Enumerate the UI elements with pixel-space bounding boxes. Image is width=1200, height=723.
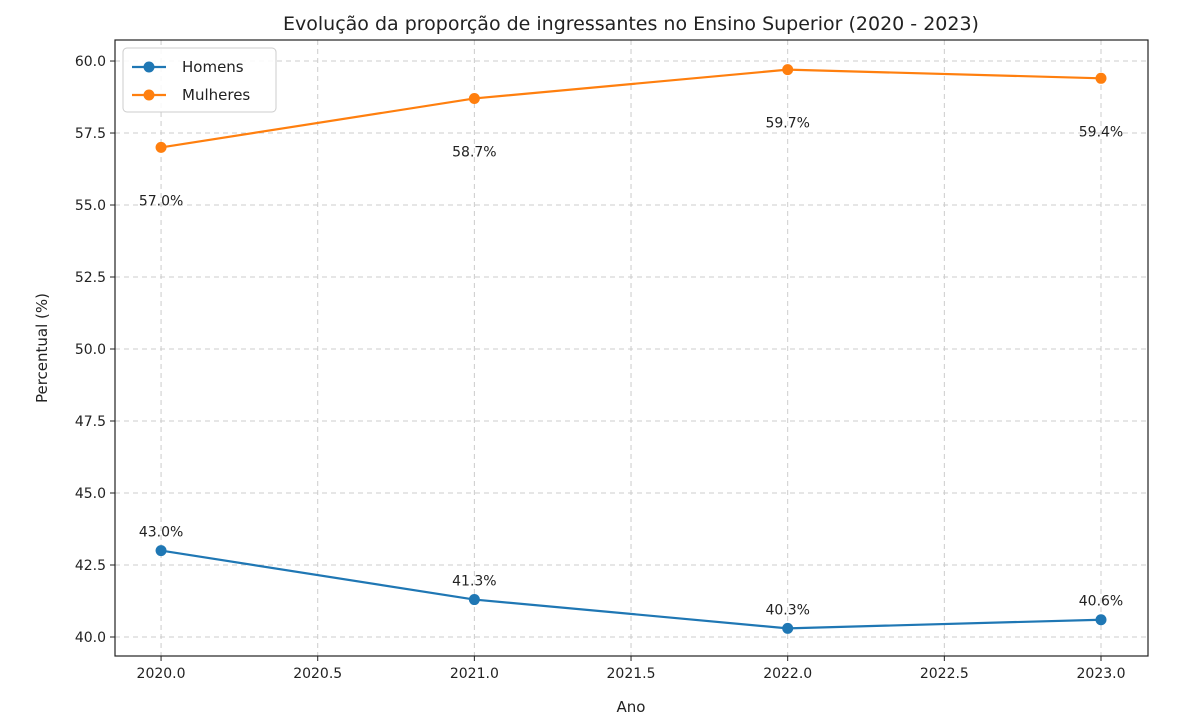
data-label: 57.0% xyxy=(139,193,183,209)
data-point xyxy=(155,141,167,153)
legend-entry: Homens xyxy=(182,58,244,76)
legend-entry: Mulheres xyxy=(182,86,250,104)
x-tick-label: 2022.0 xyxy=(763,666,812,682)
legend: Homens Mulheres xyxy=(122,47,277,113)
x-tick-label: 2021.0 xyxy=(450,666,499,682)
y-tick-label: 42.5 xyxy=(75,558,106,574)
data-label: 40.6% xyxy=(1079,594,1123,610)
x-tick-label: 2020.0 xyxy=(137,666,186,682)
x-tick-label: 2020.5 xyxy=(293,666,342,682)
y-tick-label: 60.0 xyxy=(75,54,106,70)
data-label: 40.3% xyxy=(765,602,809,618)
x-tick-label: 2023.0 xyxy=(1077,666,1126,682)
y-tick-label: 50.0 xyxy=(75,342,106,358)
legend-marker xyxy=(143,61,155,73)
data-label: 41.3% xyxy=(452,574,496,590)
chart-title: Evolução da proporção de ingressantes no… xyxy=(283,13,979,35)
data-point xyxy=(1095,72,1107,84)
x-tick-label: 2022.5 xyxy=(920,666,969,682)
data-point xyxy=(468,594,480,606)
y-axis-label: Percentual (%) xyxy=(33,293,51,403)
y-tick-label: 45.0 xyxy=(75,486,106,502)
plot-frame xyxy=(114,39,1149,657)
y-tick-label: 40.0 xyxy=(75,630,106,646)
data-label: 59.7% xyxy=(765,116,809,132)
data-point xyxy=(468,92,480,104)
data-label: 59.4% xyxy=(1079,124,1123,140)
legend-marker xyxy=(143,89,155,101)
y-tick-label: 55.0 xyxy=(75,198,106,214)
y-tick-label: 52.5 xyxy=(75,270,106,286)
data-point xyxy=(782,64,794,76)
data-label: 43.0% xyxy=(139,525,183,541)
data-point xyxy=(782,622,794,634)
series-line-homens xyxy=(160,549,1102,630)
x-tick-label: 2021.5 xyxy=(607,666,656,682)
data-point xyxy=(155,545,167,557)
y-tick-label: 57.5 xyxy=(75,126,106,142)
series-line-mulheres xyxy=(160,68,1102,149)
x-axis-label: Ano xyxy=(617,698,646,716)
data-point xyxy=(1095,614,1107,626)
data-label: 58.7% xyxy=(452,144,496,160)
y-tick-label: 47.5 xyxy=(75,414,106,430)
